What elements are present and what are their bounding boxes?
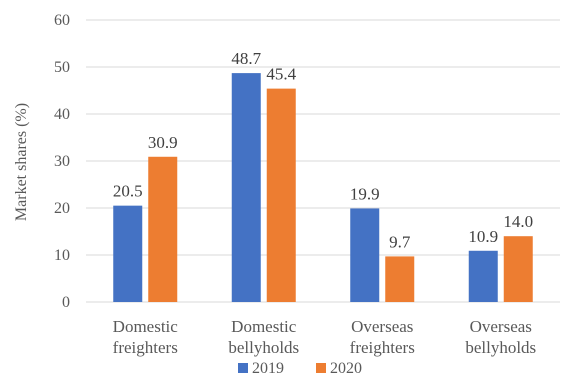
x-tick-label: Overseas freighters	[350, 317, 415, 357]
bar-2019-1	[231, 73, 261, 302]
y-tick-label: 10	[54, 247, 70, 264]
bar-2019-3	[468, 250, 498, 302]
x-axis-categories: Domestic freighters Domestic bellyholds Over…	[113, 317, 537, 357]
data-label: 45.4	[266, 65, 296, 84]
y-tick-label: 30	[54, 153, 70, 170]
bar-2019-0	[113, 205, 143, 302]
data-label: 14.0	[503, 212, 533, 231]
legend-swatch-2020	[316, 363, 326, 373]
legend-label-2020: 2020	[330, 360, 362, 376]
y-tick-label: 60	[54, 12, 70, 29]
bar-2020-1	[266, 88, 296, 303]
y-axis-ticks: 0 10 20 30 40 50 60	[54, 12, 70, 311]
y-tick-label: 20	[54, 200, 70, 217]
bar-2019-2	[350, 208, 380, 302]
data-label: 48.7	[231, 49, 261, 68]
x-tick-label: Domestic freighters	[113, 317, 179, 357]
data-labels: 20.5 30.9 48.7 45.4 19.9 9.7 10.9 14.0	[113, 49, 533, 251]
legend: 2019 2020	[238, 360, 362, 376]
legend-swatch-2019	[238, 363, 248, 373]
bar-2020-3	[503, 236, 533, 302]
y-tick-label: 40	[54, 106, 70, 123]
bar-2020-0	[148, 156, 178, 302]
legend-label-2019: 2019	[252, 360, 284, 376]
data-label: 19.9	[350, 184, 380, 203]
x-tick-label: Domestic bellyholds	[228, 317, 299, 357]
bar-2020-2	[385, 256, 415, 302]
y-tick-label: 50	[54, 59, 70, 76]
data-label: 10.9	[468, 227, 498, 246]
data-label: 20.5	[113, 182, 143, 201]
data-label: 30.9	[148, 133, 178, 152]
x-tick-label: Overseas bellyholds	[465, 317, 536, 357]
y-tick-label: 0	[62, 294, 70, 311]
data-label: 9.7	[389, 232, 411, 251]
y-axis-label: Market shares (%)	[13, 103, 30, 221]
bars	[113, 73, 533, 303]
